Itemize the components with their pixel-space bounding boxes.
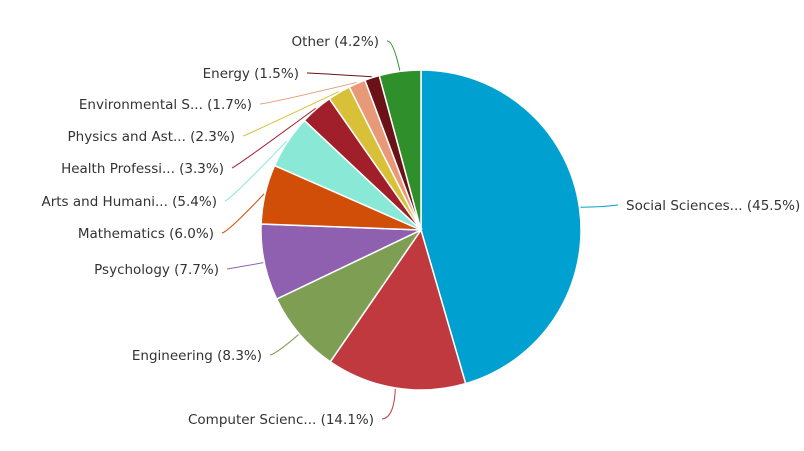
slice-label-3: Engineering (8.3%) bbox=[132, 348, 262, 364]
slice-label-2: Computer Scienc... (14.1%) bbox=[188, 412, 374, 428]
connector-5 bbox=[221, 193, 265, 234]
connector-2 bbox=[381, 388, 396, 420]
slice-label-8: Physics and Ast... (2.3%) bbox=[68, 129, 235, 145]
pie-slice-2[interactable] bbox=[329, 228, 467, 391]
slice-label-10: Energy (1.5%) bbox=[203, 66, 299, 82]
slice-label-5: Mathematics (6.0%) bbox=[78, 226, 214, 242]
pie-slice-11[interactable] bbox=[378, 69, 422, 231]
connector-3 bbox=[269, 334, 299, 356]
connector-8 bbox=[242, 91, 339, 137]
slice-label-7: Health Professi... (3.3%) bbox=[61, 161, 224, 177]
label-connectors bbox=[221, 40, 619, 420]
pie-slice-1[interactable] bbox=[420, 69, 582, 385]
connector-9 bbox=[259, 81, 357, 105]
slice-label-9: Environmental S... (1.7%) bbox=[79, 97, 252, 113]
connector-7 bbox=[231, 107, 316, 169]
connector-4 bbox=[226, 262, 264, 270]
connector-6 bbox=[224, 140, 288, 202]
connector-1 bbox=[580, 204, 619, 208]
slice-label-4: Psychology (7.7%) bbox=[94, 262, 219, 278]
slice-labels: Social Sciences... (45.5%) Computer Scien… bbox=[41, 34, 800, 428]
slice-label-1: Social Sciences... (45.5%) bbox=[626, 198, 800, 214]
connector-10 bbox=[306, 72, 372, 78]
connector-11 bbox=[386, 40, 401, 71]
pie-slices bbox=[260, 69, 582, 391]
slice-label-11: Other (4.2%) bbox=[292, 34, 379, 50]
slice-label-6: Arts and Humani... (5.4%) bbox=[41, 194, 217, 210]
